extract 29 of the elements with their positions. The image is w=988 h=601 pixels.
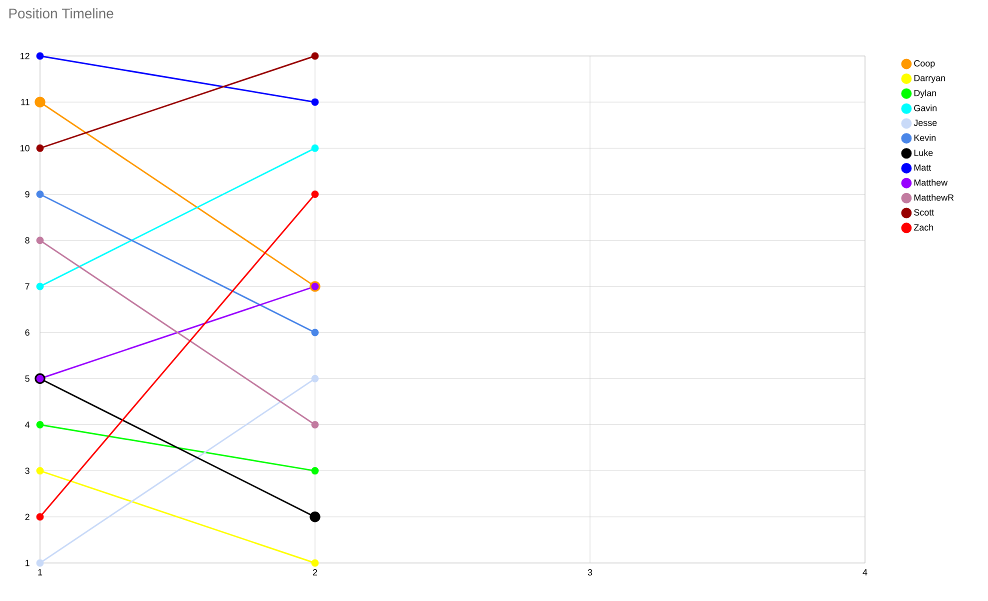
legend-label: Matthew	[914, 179, 948, 186]
legend-label: Dylan	[914, 90, 936, 98]
y-tick-label: 3	[25, 468, 30, 474]
x-tick-label: 3	[588, 569, 592, 576]
legend-label: Luke	[914, 149, 933, 156]
legend-label: Kevin	[914, 134, 936, 141]
legend-label: Coop	[914, 60, 935, 68]
y-tick-label: 5	[25, 375, 30, 382]
y-tick-label: 4	[25, 422, 30, 428]
y-tick-label: 2	[25, 514, 30, 520]
legend-label: Gavin	[914, 104, 937, 112]
x-tick-label: 4	[862, 569, 868, 576]
y-tick-label: 7	[25, 283, 30, 290]
x-tick-label: 1	[38, 569, 42, 576]
y-tick-label: 9	[25, 191, 30, 198]
y-tick-label: 8	[25, 237, 30, 244]
y-tick-label: 6	[25, 329, 30, 336]
legend-label: Jesse	[914, 120, 937, 126]
y-tick-label: 10	[20, 144, 30, 152]
y-tick-label: 12	[20, 52, 30, 60]
chart-title: Position Timeline	[9, 8, 114, 18]
legend-label: Zach	[914, 224, 934, 231]
x-tick-label: 2	[312, 569, 318, 576]
y-tick-label: 1	[26, 560, 30, 566]
legend-label: Matt	[914, 164, 932, 171]
legend-label: MatthewR	[914, 194, 954, 201]
y-tick-label: 11	[21, 98, 30, 106]
legend-label: Scott	[914, 209, 934, 216]
legend-label: Darryan	[914, 74, 945, 83]
